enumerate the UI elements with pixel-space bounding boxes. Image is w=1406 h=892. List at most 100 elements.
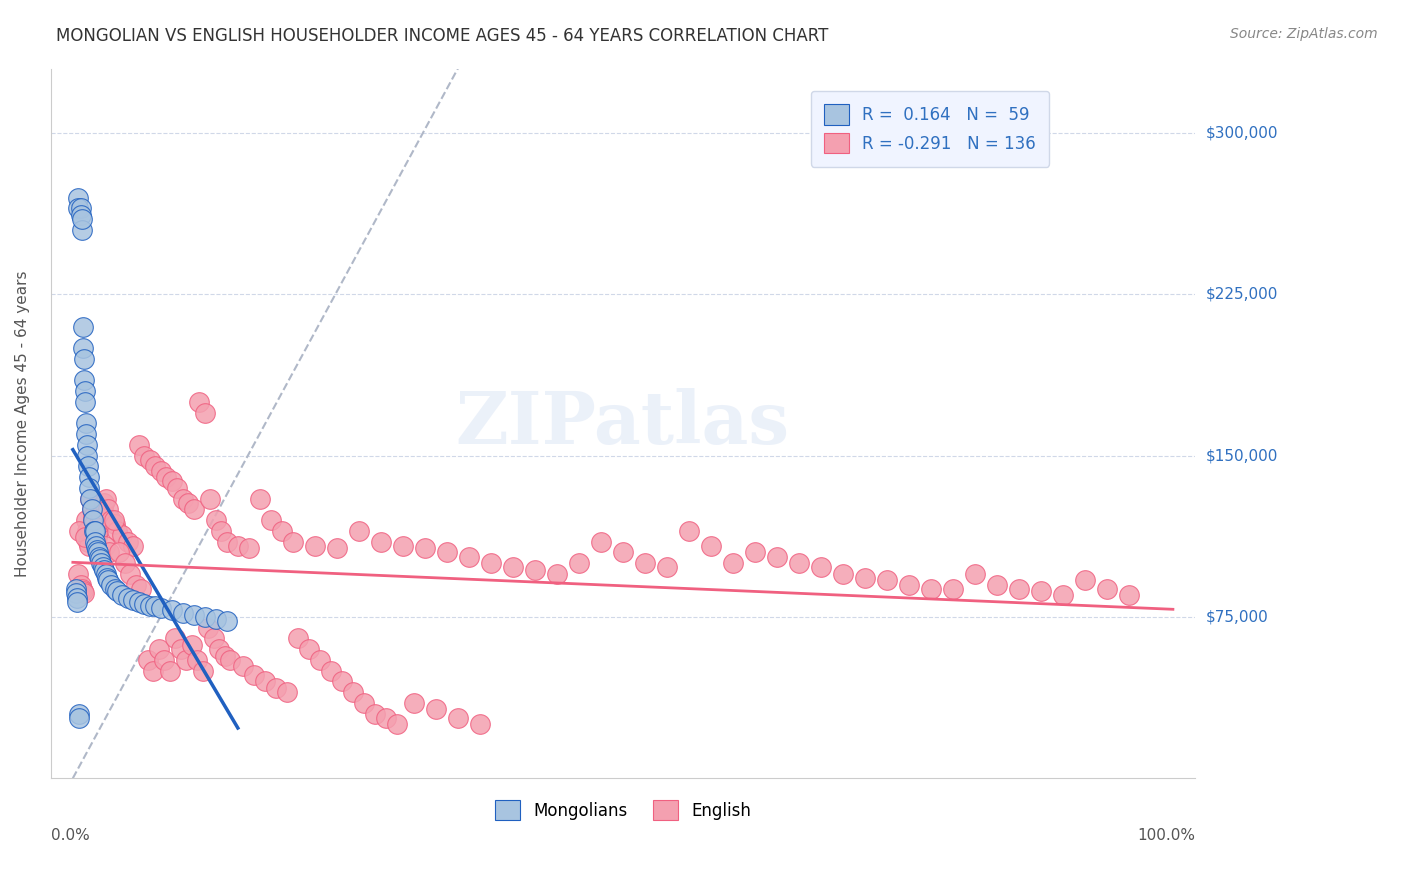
Point — [226, 539, 249, 553]
Point — [108, 545, 131, 559]
Point — [143, 599, 166, 614]
Point — [148, 642, 170, 657]
Point — [114, 556, 136, 570]
Point — [436, 545, 458, 559]
Point — [139, 599, 162, 614]
Point — [298, 642, 321, 657]
Point — [205, 513, 228, 527]
Point — [139, 453, 162, 467]
Point — [76, 438, 98, 452]
Point — [79, 491, 101, 506]
Point — [100, 577, 122, 591]
Text: $225,000: $225,000 — [1206, 287, 1278, 301]
Legend: Mongolians, English: Mongolians, English — [482, 787, 763, 834]
Point — [79, 539, 101, 553]
Point — [89, 517, 111, 532]
Point — [214, 648, 236, 663]
Text: 100.0%: 100.0% — [1137, 828, 1195, 843]
Point — [79, 470, 101, 484]
Point — [90, 556, 112, 570]
Point — [70, 212, 93, 227]
Point — [83, 517, 105, 532]
Point — [142, 664, 165, 678]
Point — [342, 685, 364, 699]
Point — [153, 653, 176, 667]
Point — [281, 534, 304, 549]
Point — [188, 395, 211, 409]
Point — [149, 464, 172, 478]
Point — [721, 556, 744, 570]
Point — [402, 696, 425, 710]
Point — [82, 513, 104, 527]
Point — [370, 534, 392, 549]
Point — [249, 491, 271, 506]
Point — [76, 449, 98, 463]
Point — [87, 545, 110, 559]
Point — [353, 696, 375, 710]
Point — [104, 517, 127, 532]
Point — [963, 566, 986, 581]
Point — [219, 653, 242, 667]
Point — [143, 459, 166, 474]
Point — [73, 586, 96, 600]
Point — [700, 539, 723, 553]
Point — [149, 601, 172, 615]
Point — [304, 539, 326, 553]
Point — [76, 524, 98, 538]
Point — [326, 541, 349, 555]
Point — [83, 524, 105, 538]
Point — [80, 502, 103, 516]
Point — [232, 659, 254, 673]
Point — [321, 664, 343, 678]
Point — [468, 717, 491, 731]
Point — [238, 541, 260, 555]
Point — [166, 481, 188, 495]
Point — [425, 702, 447, 716]
Point — [169, 642, 191, 657]
Point — [831, 566, 853, 581]
Point — [67, 190, 90, 204]
Point — [942, 582, 965, 596]
Point — [254, 674, 277, 689]
Point — [122, 539, 145, 553]
Point — [70, 223, 93, 237]
Point — [766, 549, 789, 564]
Point — [72, 341, 94, 355]
Point — [810, 560, 832, 574]
Point — [197, 621, 219, 635]
Point — [387, 717, 409, 731]
Point — [65, 586, 87, 600]
Point — [75, 427, 97, 442]
Point — [97, 574, 120, 588]
Point — [104, 582, 127, 596]
Point — [589, 534, 612, 549]
Point — [79, 481, 101, 495]
Point — [98, 545, 121, 559]
Point — [94, 491, 117, 506]
Point — [1118, 589, 1140, 603]
Point — [94, 566, 117, 581]
Point — [678, 524, 700, 538]
Point — [183, 607, 205, 622]
Point — [447, 711, 470, 725]
Point — [86, 530, 108, 544]
Point — [364, 706, 387, 721]
Point — [84, 539, 107, 553]
Point — [105, 584, 128, 599]
Point — [347, 524, 370, 538]
Point — [86, 543, 108, 558]
Point — [159, 664, 181, 678]
Point — [568, 556, 591, 570]
Point — [634, 556, 657, 570]
Point — [479, 556, 502, 570]
Point — [413, 541, 436, 555]
Point — [502, 560, 524, 574]
Point — [270, 524, 292, 538]
Point — [134, 449, 156, 463]
Point — [128, 438, 150, 452]
Point — [65, 582, 87, 596]
Point — [66, 595, 89, 609]
Point — [122, 592, 145, 607]
Text: MONGOLIAN VS ENGLISH HOUSEHOLDER INCOME AGES 45 - 64 YEARS CORRELATION CHART: MONGOLIAN VS ENGLISH HOUSEHOLDER INCOME … — [56, 27, 828, 45]
Point — [986, 577, 1008, 591]
